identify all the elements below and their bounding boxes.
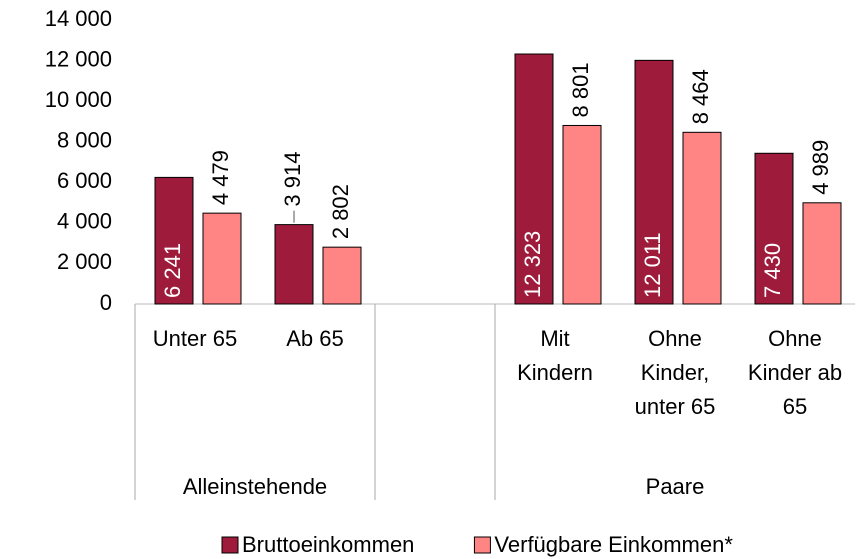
bar <box>274 224 314 305</box>
y-tick-label: 2 000 <box>57 249 112 274</box>
bar <box>754 152 794 305</box>
bar <box>634 59 674 305</box>
legend-label: Verfügbare Einkommen* <box>494 532 733 557</box>
bar <box>202 212 242 305</box>
x-tick-label: Unter 65 <box>152 326 238 351</box>
bar <box>514 53 554 305</box>
bar <box>682 131 722 305</box>
bar <box>562 124 602 305</box>
x-tick-label: Ohne Kinder, unter 65 <box>634 326 716 419</box>
bar <box>322 246 362 305</box>
value-label: 12 011 <box>640 232 665 298</box>
y-tick-label: 10 000 <box>45 87 112 112</box>
group-label: Alleinstehende <box>182 474 328 499</box>
x-tick-label: Ab 65 <box>286 326 344 351</box>
legend-swatch <box>221 536 239 554</box>
value-label: 8 464 <box>688 69 713 124</box>
x-tick-label: Ohne Kinder ab 65 <box>747 326 843 419</box>
bar <box>802 202 842 305</box>
y-tick-label: 14 000 <box>45 6 112 31</box>
x-tick-label: Mit Kindern <box>517 326 593 385</box>
value-label: 7 430 <box>760 243 785 298</box>
value-label: 4 989 <box>808 140 833 195</box>
value-label: 3 914 <box>280 152 305 207</box>
y-tick-label: 6 000 <box>57 168 112 193</box>
value-label: 6 241 <box>160 243 185 298</box>
y-tick-label: 4 000 <box>57 209 112 234</box>
y-tick-label: 12 000 <box>45 46 112 71</box>
y-tick-label: 8 000 <box>57 128 112 153</box>
value-label: 2 802 <box>328 184 353 239</box>
legend-swatch <box>473 536 491 554</box>
group-label: Paare <box>645 474 705 499</box>
value-label: 4 479 <box>208 150 233 205</box>
value-label: 8 801 <box>568 62 593 117</box>
legend-label: Bruttoeinkommen <box>242 532 414 557</box>
value-label: 12 323 <box>520 231 545 298</box>
y-tick-label: 0 <box>100 290 112 315</box>
bar <box>154 176 194 305</box>
